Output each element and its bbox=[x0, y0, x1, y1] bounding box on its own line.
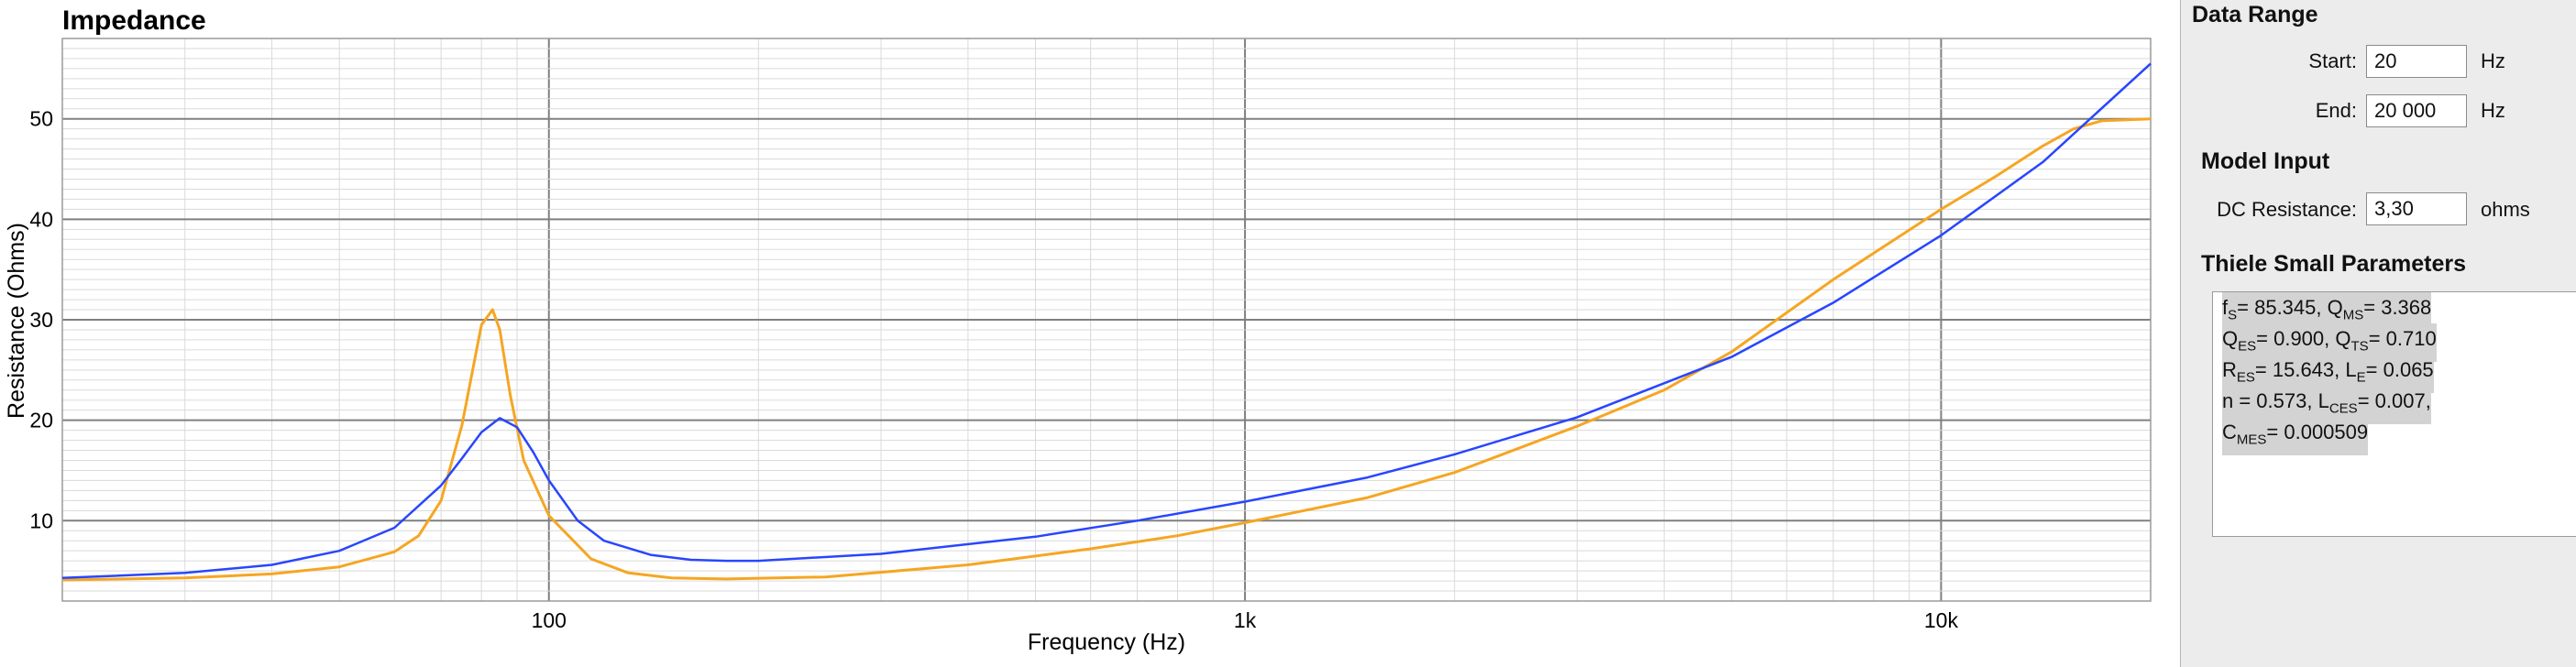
y-tick-label: 30 bbox=[29, 308, 53, 332]
end-unit: Hz bbox=[2481, 99, 2505, 122]
end-input[interactable] bbox=[2366, 94, 2467, 127]
x-tick-label: 1k bbox=[1234, 608, 1257, 632]
dc-resistance-unit: ohms bbox=[2481, 198, 2530, 221]
ts-lces: = 0.007, bbox=[2357, 389, 2431, 412]
chart-svg: 100 1k 10k 10 20 30 40 50 Impedance Frequency (… bbox=[4, 5, 2152, 655]
ts-res: = 15.643, bbox=[2254, 358, 2346, 381]
x-axis-label: Frequency (Hz) bbox=[1028, 629, 1185, 655]
model-impedance-line bbox=[61, 62, 2152, 580]
ts-qms: = 3.368 bbox=[2363, 296, 2432, 319]
model-input-title: Model Input bbox=[2201, 148, 2330, 174]
ts-qes: = 0.900, bbox=[2256, 327, 2336, 350]
start-input[interactable] bbox=[2366, 45, 2467, 78]
ts-cmes: = 0.000509 bbox=[2266, 421, 2369, 443]
y-tick-label: 50 bbox=[29, 107, 53, 131]
end-label: End: bbox=[2315, 99, 2357, 122]
y-tick-label: 40 bbox=[29, 207, 53, 231]
x-tick-label: 100 bbox=[532, 608, 567, 632]
y-tick-label: 10 bbox=[29, 508, 53, 532]
measured-impedance-line bbox=[61, 117, 2152, 582]
settings-panel: Data Range Start: Hz End: Hz Model Input… bbox=[2180, 0, 2576, 667]
data-range-title: Data Range bbox=[2192, 2, 2318, 27]
y-tick-label: 20 bbox=[29, 409, 53, 432]
dc-resistance-label: DC Resistance: bbox=[2217, 198, 2357, 221]
ts-params-box[interactable]: fS= 85.345, QMS= 3.368 QES= 0.900, QTS= … bbox=[2212, 291, 2576, 537]
impedance-chart: 100 1k 10k 10 20 30 40 50 Impedance Frequency (… bbox=[4, 5, 2152, 655]
ts-le: = 0.065 bbox=[2365, 358, 2434, 381]
tick-labels: 100 1k 10k 10 20 30 40 50 bbox=[29, 107, 1958, 632]
ts-qts: = 0.710 bbox=[2368, 327, 2437, 350]
ts-params-title: Thiele Small Parameters bbox=[2201, 251, 2467, 277]
ts-line-4: n = 0.573, LCES= 0.007, bbox=[2222, 386, 2431, 425]
ts-fs: = 85.345, bbox=[2237, 296, 2328, 319]
chart-title: Impedance bbox=[62, 5, 206, 36]
ts-line-5: CMES= 0.000509 bbox=[2222, 417, 2369, 456]
dc-resistance-input[interactable] bbox=[2366, 192, 2467, 225]
ts-n: n = 0.573, bbox=[2222, 389, 2318, 412]
grid bbox=[61, 38, 2152, 602]
y-axis-label: Resistance (Ohms) bbox=[4, 223, 29, 419]
start-unit: Hz bbox=[2481, 49, 2505, 72]
start-label: Start: bbox=[2308, 49, 2357, 72]
plot-frame bbox=[61, 38, 2152, 602]
series-group bbox=[61, 62, 2152, 582]
x-tick-label: 10k bbox=[1924, 608, 1959, 632]
